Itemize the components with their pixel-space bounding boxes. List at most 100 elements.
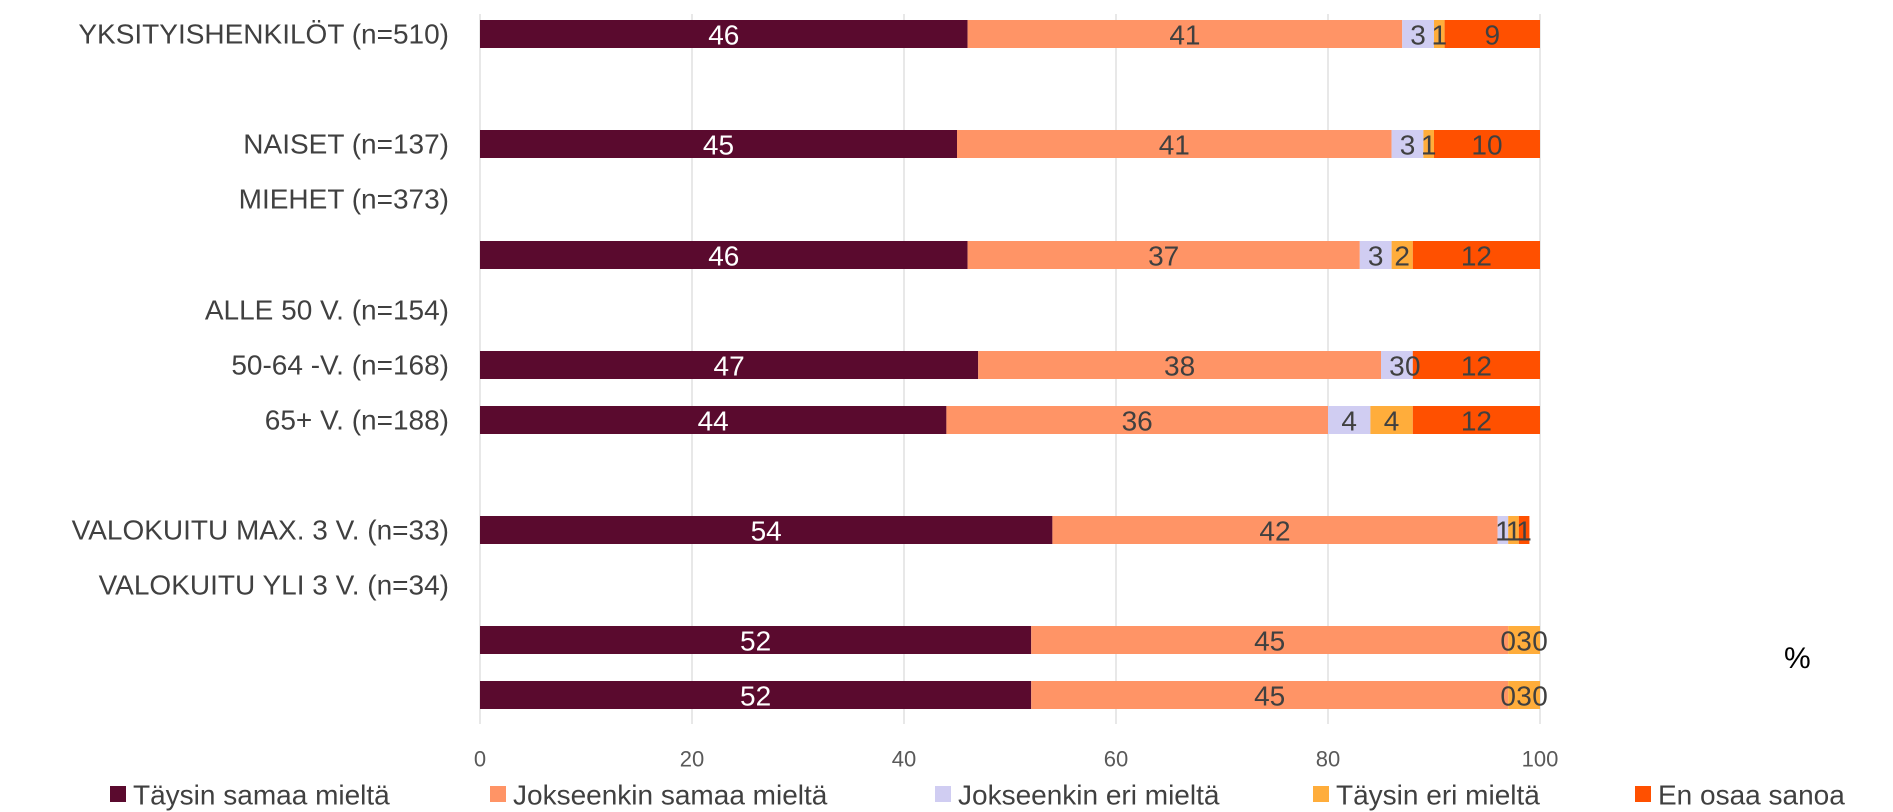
data-label: 3 [1389, 351, 1405, 382]
x-tick-label: 20 [680, 747, 704, 772]
bar-segment [1434, 20, 1445, 48]
bar-segment [1391, 241, 1413, 269]
x-unit-label: % [1784, 642, 1811, 675]
bar-segment [1402, 20, 1434, 48]
legend-label: Jokseenkin samaa mieltä [513, 780, 828, 811]
data-label: 10 [1471, 130, 1502, 161]
bar-segment [480, 516, 1053, 544]
category-label: ALLE 50 V. (n=154) [205, 295, 449, 326]
bar-segment [480, 626, 1032, 654]
data-label: 3 [1516, 681, 1532, 712]
bar-segment [1497, 516, 1509, 544]
category-label: MIEHET (n=373) [239, 184, 449, 215]
category-label: 65+ V. (n=188) [265, 405, 449, 436]
legend-label: Täysin samaa mieltä [133, 780, 390, 811]
data-label: 1 [1421, 130, 1437, 161]
data-label: 9 [1485, 20, 1501, 51]
data-label: 0 [1405, 351, 1421, 382]
category-label: 50-64 -V. (n=168) [231, 350, 449, 381]
data-label: 38 [1164, 351, 1195, 382]
x-axis: 0 20 40 60 80 100 [474, 747, 1558, 772]
data-label: 3 [1400, 130, 1416, 161]
legend-swatch [1635, 786, 1651, 802]
bar-segment [967, 20, 1403, 48]
data-label: 45 [703, 130, 734, 161]
x-tick-label: 60 [1104, 747, 1128, 772]
data-label: 1 [1506, 516, 1522, 547]
bar-segment [480, 681, 1032, 709]
legend-swatch [110, 786, 126, 802]
legend-swatch [935, 786, 951, 802]
bar-segment [1508, 681, 1540, 709]
bar-segment [1423, 130, 1434, 158]
data-label: 46 [708, 20, 739, 51]
data-label: 1 [1516, 516, 1532, 547]
data-label: 46 [708, 241, 739, 272]
data-label: 52 [740, 681, 771, 712]
legend-label: Täysin eri mieltä [1336, 780, 1540, 811]
bar-segment [480, 351, 979, 379]
bar-segment [1412, 351, 1540, 379]
legend-label: Jokseenkin eri mieltä [958, 780, 1220, 811]
bar-segment [946, 406, 1328, 434]
data-label: 52 [740, 626, 771, 657]
data-label: 36 [1122, 406, 1153, 437]
category-label: VALOKUITU MAX. 3 V. (n=33) [72, 515, 449, 546]
legend: Täysin samaa mieltä Jokseenkin samaa miel… [110, 780, 1845, 811]
bar-segment [957, 130, 1392, 158]
bar-segment [1444, 20, 1540, 48]
bar-segment [1359, 241, 1392, 269]
data-label: 42 [1259, 516, 1290, 547]
bar-segment [480, 130, 957, 158]
bars [480, 20, 1540, 709]
bar-segment [1508, 516, 1519, 544]
data-label: 41 [1159, 130, 1190, 161]
data-label: 4 [1384, 406, 1400, 437]
bar-segment [1434, 130, 1540, 158]
bar-segment [1391, 130, 1424, 158]
bar-segment [480, 20, 968, 48]
data-label: 45 [1254, 681, 1285, 712]
bar-segment [480, 406, 947, 434]
x-tick-label: 100 [1522, 747, 1559, 772]
data-label: 3 [1410, 20, 1426, 51]
data-label: 2 [1394, 241, 1410, 272]
data-label: 37 [1148, 241, 1179, 272]
bar-segment [480, 241, 968, 269]
bar-segment [1328, 406, 1371, 434]
data-label: 4 [1341, 406, 1357, 437]
bar-segment [1052, 516, 1498, 544]
category-label: VALOKUITU YLI 3 V. (n=34) [99, 570, 449, 601]
data-label: 44 [698, 406, 729, 437]
data-label: 12 [1461, 406, 1492, 437]
data-label: 54 [751, 516, 782, 547]
bar-segment [978, 351, 1381, 379]
legend-swatch [1313, 786, 1329, 802]
data-label: 12 [1461, 351, 1492, 382]
bar-segment [967, 241, 1360, 269]
bar-segment [1508, 626, 1540, 654]
legend-swatch [490, 786, 506, 802]
category-label: YKSITYISHENKILÖT (n=510) [78, 19, 449, 50]
bar-segment [1031, 626, 1509, 654]
x-tick-label: 80 [1316, 747, 1340, 772]
data-label: 47 [714, 351, 745, 382]
data-label: 1 [1432, 20, 1448, 51]
data-label: 12 [1461, 241, 1492, 272]
data-label: 3 [1516, 626, 1532, 657]
bar-segment [1518, 516, 1530, 544]
data-label: 3 [1368, 241, 1384, 272]
data-label: 1 [1495, 516, 1511, 547]
bar-segment [1412, 406, 1540, 434]
bar-segment [1381, 351, 1413, 379]
data-label: 0 [1532, 626, 1548, 657]
data-label: 0 [1500, 626, 1516, 657]
legend-label: En osaa sanoa [1658, 780, 1845, 811]
bar-segment [1412, 241, 1540, 269]
data-label: 0 [1500, 681, 1516, 712]
data-label: 0 [1532, 681, 1548, 712]
category-label: NAISET (n=137) [243, 129, 449, 160]
data-label: 45 [1254, 626, 1285, 657]
